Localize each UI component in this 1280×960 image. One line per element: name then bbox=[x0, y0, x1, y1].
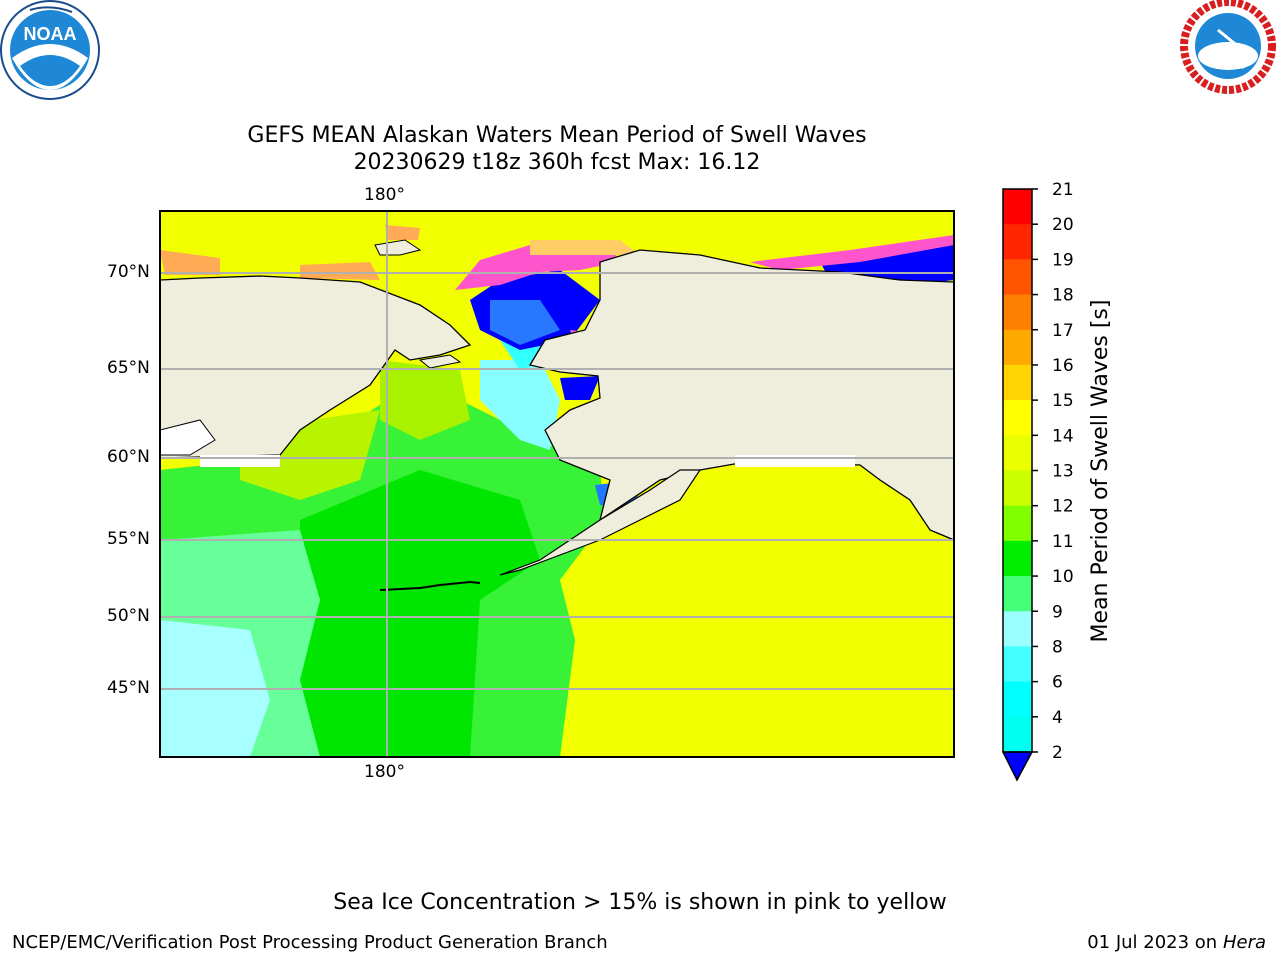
swell-period-zone-chukchi-inner bbox=[490, 300, 560, 345]
map-subtitle: 20230629 t18z 360h fcst Max: 16.12 bbox=[353, 150, 761, 175]
colorbar-tick-label: 17 bbox=[1052, 321, 1074, 341]
lat-label-45n: 45°N bbox=[107, 678, 150, 698]
colorbar-band bbox=[1003, 576, 1032, 612]
land-alaska-peninsula bbox=[499, 469, 702, 576]
footer-host: Hera bbox=[1222, 932, 1266, 953]
footer-credit: NCEP/EMC/Verification Post Processing Pr… bbox=[12, 932, 608, 953]
colorbar-band bbox=[1003, 681, 1032, 718]
colorbar-tick-label: 12 bbox=[1052, 497, 1074, 517]
aleutian-islands bbox=[379, 580, 481, 591]
sea-ice-west bbox=[160, 250, 220, 275]
lat-label-60n: 60°N bbox=[107, 447, 150, 467]
map-panel bbox=[160, 211, 954, 757]
colorbar-band bbox=[1003, 400, 1032, 436]
sea-ice-wrangel bbox=[385, 225, 420, 240]
colorbar-band bbox=[1003, 646, 1032, 683]
lat-label-70n: 70°N bbox=[107, 262, 150, 282]
colorbar-band bbox=[1003, 540, 1032, 577]
lon-label-top-180: 180° bbox=[364, 185, 405, 205]
colorbar-tick-label: 19 bbox=[1052, 250, 1074, 270]
colorbar-band bbox=[1003, 259, 1032, 296]
noaa-logo bbox=[0, 0, 100, 100]
colorbar-extend-arrow bbox=[1001, 751, 1034, 782]
colorbar-band bbox=[1003, 364, 1032, 401]
colorbar-ticks: 21 20 19 18 17 16 15 14 13 12 11 10 9 8 6 4 2 bbox=[1032, 180, 1074, 763]
colorbar-tick-label: 2 bbox=[1052, 743, 1063, 763]
mask-gulf bbox=[735, 455, 855, 467]
land-st-lawrence-island bbox=[418, 354, 462, 369]
sea-ice-note: Sea Ice Concentration > 15% is shown in … bbox=[333, 890, 947, 915]
colorbar-tick-label: 20 bbox=[1052, 215, 1074, 235]
map-title: GEFS MEAN Alaskan Waters Mean Period of … bbox=[247, 123, 867, 148]
colorbar-band bbox=[1003, 435, 1032, 471]
colorbar-tick-label: 14 bbox=[1052, 426, 1074, 446]
sea-ice-chukchi-outer bbox=[530, 240, 640, 255]
colorbar-band bbox=[1003, 611, 1032, 647]
lon-label-bottom-180: 180° bbox=[364, 762, 405, 782]
lat-label-65n: 65°N bbox=[107, 358, 150, 378]
colorbar-tick-label: 10 bbox=[1052, 567, 1074, 587]
colorbar-tick-label: 15 bbox=[1052, 391, 1074, 411]
swell-period-zone-7 bbox=[480, 360, 560, 450]
land-kamchatka-bay bbox=[160, 419, 216, 456]
footer-date: 01 Jul 2023 on Hera bbox=[1087, 932, 1266, 953]
swell-period-zone-low bbox=[560, 376, 600, 400]
colorbar-tick-label: 4 bbox=[1052, 708, 1063, 728]
map-frame bbox=[159, 210, 955, 758]
swell-period-zone-12-north bbox=[380, 360, 470, 440]
colorbar-band bbox=[1003, 294, 1032, 331]
sea-ice-chukotka bbox=[300, 262, 380, 280]
colorbar-tick-label: 21 bbox=[1052, 180, 1074, 200]
colorbar-band bbox=[1003, 505, 1032, 542]
colorbar-band bbox=[1003, 716, 1032, 753]
nws-logo bbox=[1180, 0, 1276, 94]
footer-date-text: 01 Jul 2023 on bbox=[1087, 932, 1223, 953]
colorbar-band bbox=[1003, 189, 1032, 225]
lat-label-50n: 50°N bbox=[107, 606, 150, 626]
colorbar-tick-label: 13 bbox=[1052, 462, 1074, 482]
colorbar bbox=[1003, 189, 1032, 753]
sea-ice-beaufort-edge bbox=[750, 235, 954, 270]
mask-west bbox=[200, 455, 280, 467]
colorbar-band bbox=[1003, 224, 1032, 260]
colorbar-tick-label: 16 bbox=[1052, 356, 1074, 376]
colorbar-tick-label: 18 bbox=[1052, 286, 1074, 306]
swell-period-zone-11 bbox=[300, 470, 540, 757]
colorbar-tick-label: 6 bbox=[1052, 673, 1063, 693]
land-siberia bbox=[160, 275, 472, 459]
noaa-logo-text: NOAA bbox=[24, 24, 77, 44]
colorbar-tick-label: 9 bbox=[1052, 602, 1063, 622]
colorbar-band bbox=[1003, 470, 1032, 507]
lat-label-55n: 55°N bbox=[107, 529, 150, 549]
colorbar-label: Mean Period of Swell Waves [s] bbox=[1088, 300, 1113, 643]
colorbar-band bbox=[1003, 329, 1032, 366]
colorbar-tick-label: 11 bbox=[1052, 532, 1074, 552]
colorbar-tick-label: 8 bbox=[1052, 637, 1063, 657]
graticule bbox=[160, 211, 954, 757]
sea-ice-chukchi-edge bbox=[455, 245, 620, 290]
